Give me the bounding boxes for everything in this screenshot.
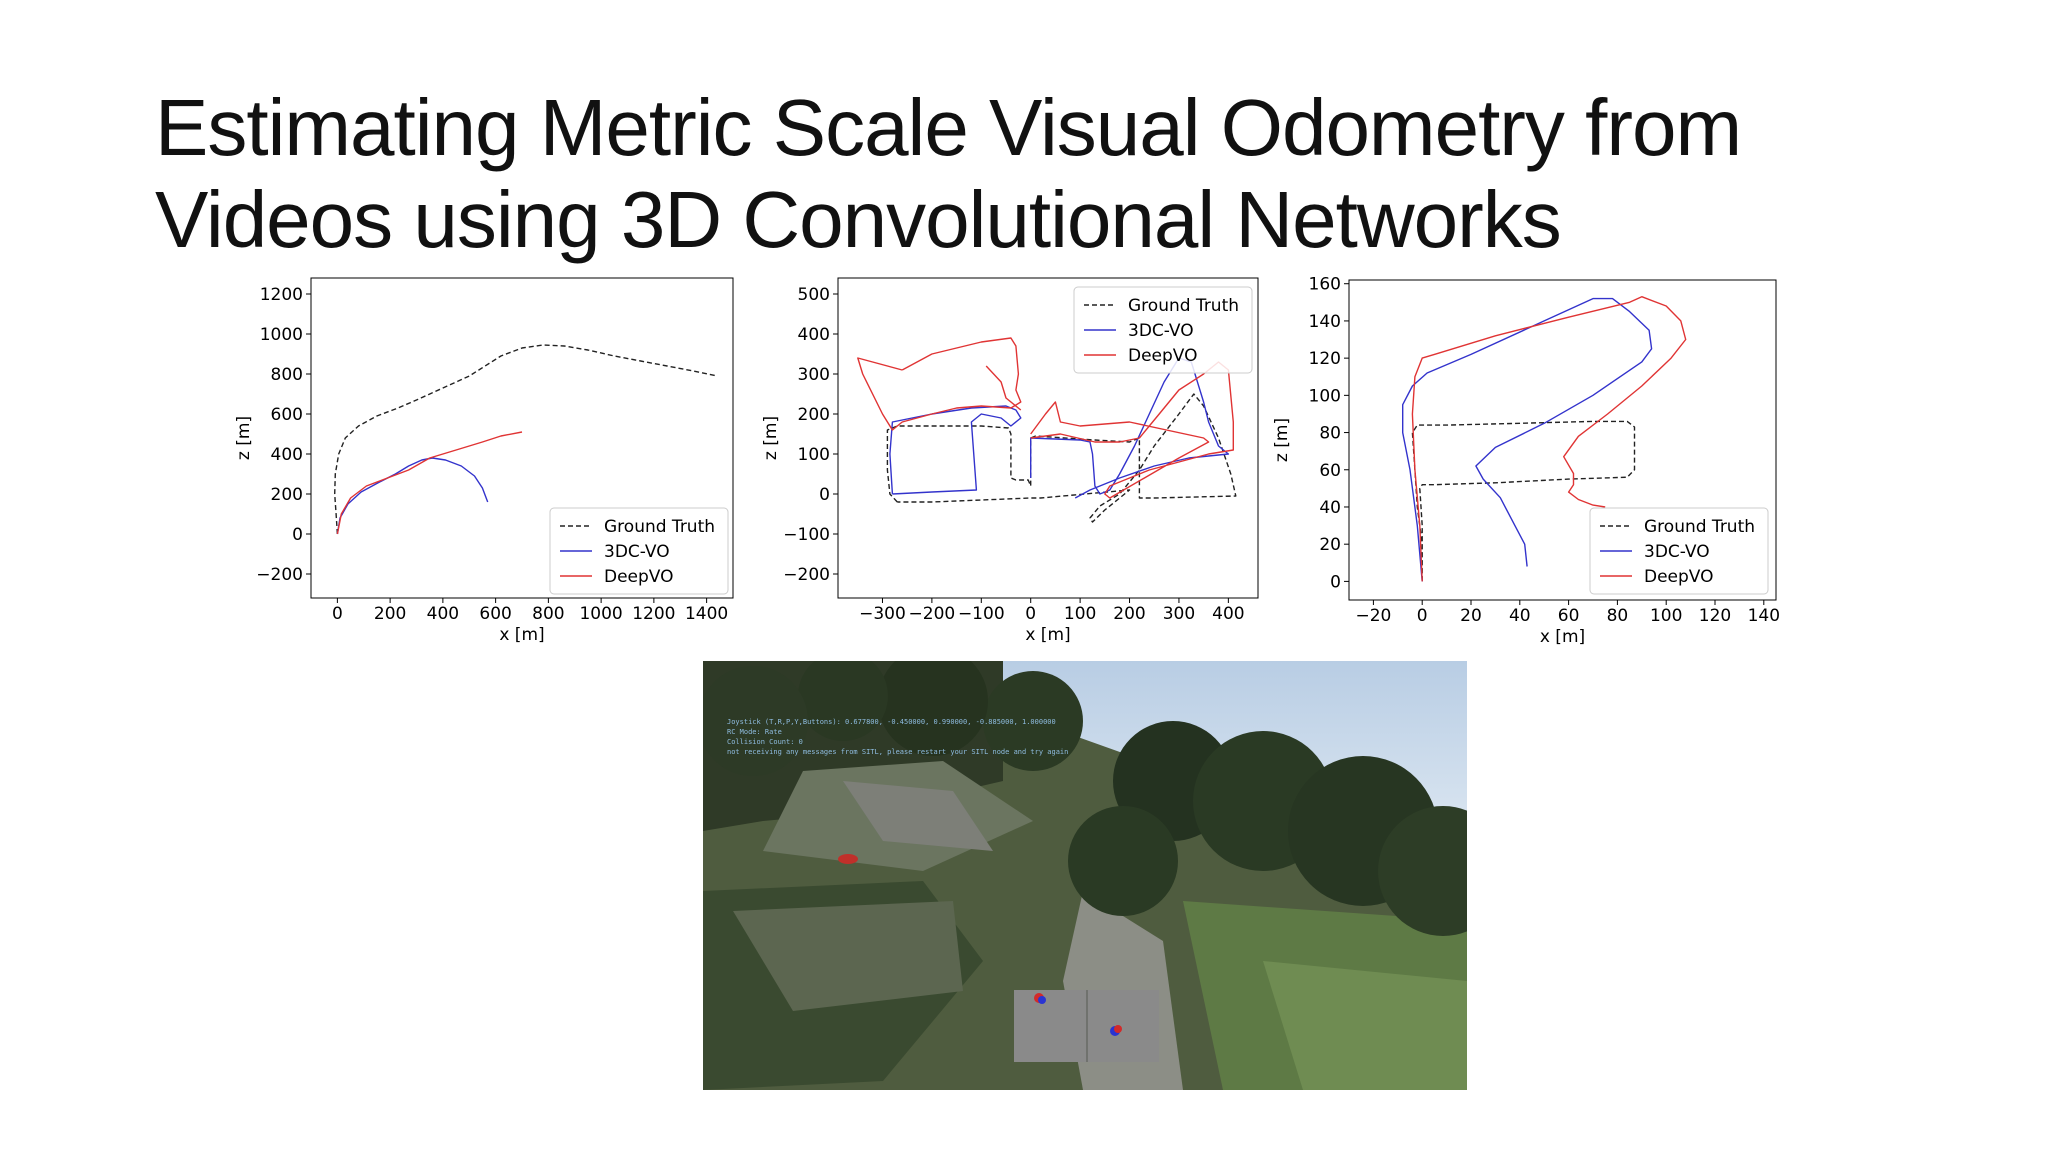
hud-line: not receiving any messages from SITL, pl… [727,748,1069,756]
x-tick-label: 400 [1212,604,1244,624]
x-tick-label: 400 [427,604,459,624]
hud-line: Joystick (T,R,P,Y,Buttons): 0.677800, -0… [727,718,1056,726]
legend-box [1073,286,1253,374]
legend-box [549,507,729,595]
y-tick-label: −100 [783,525,830,545]
x-tick-label: 0 [1025,604,1036,624]
x-tick-label: 1400 [685,604,728,624]
y-tick-label: 0 [1330,572,1341,592]
x-tick-label: 20 [1460,606,1482,626]
hud-line: RC Mode: Rate [727,728,782,736]
x-tick-label: 0 [332,604,343,624]
x-tick-label: 120 [1699,606,1731,626]
legend-label: Ground Truth [604,517,715,537]
y-tick-label: 0 [292,525,303,545]
y-tick-label: 400 [798,325,830,345]
y-tick-label: 400 [271,445,303,465]
y-tick-label: 500 [798,285,830,305]
y-tick-label: 100 [798,445,830,465]
y-tick-label: 1000 [260,325,303,345]
slide-title-line-2: Videos using 3D Convolutional Networks [155,175,1562,264]
legend-label: 3DC-VO [1128,321,1194,341]
plot-frame [837,277,1259,599]
series-line-deepvo [336,431,523,535]
x-tick-label: 40 [1509,606,1531,626]
y-tick-label: −200 [256,565,303,585]
aerial-scene-image [703,661,1467,1090]
series-line-3dc-vo [889,405,1022,495]
plot-frame [1348,279,1777,601]
y-tick-label: 140 [1309,312,1341,332]
y-tick-label: 160 [1309,275,1341,295]
x-tick-label: 0 [1417,606,1428,626]
y-tick-label: 800 [271,365,303,385]
chart-2: −300 −200 −100 0 100 200 300 400−200−1000100200… [761,277,1259,645]
x-tick-label: 60 [1558,606,1580,626]
x-tick-label: −300 [859,604,906,624]
slide-title-line-1: Estimating Metric Scale Visual Odometry … [155,83,1742,172]
chart-3: −20 0 20 40 60 80 100 120 140 0 20 40 60 80 100 120 140 1… [1272,275,1780,647]
legend-label: DeepVO [1128,346,1198,366]
x-tick-label: 800 [532,604,564,624]
series-line-3dc-vo [1029,357,1230,499]
legend-box [1589,507,1769,595]
y-tick-label: 120 [1309,349,1341,369]
x-axis-label: x [m] [1025,625,1070,645]
y-tick-label: 40 [1319,498,1341,518]
series-line-3dc-vo [1401,297,1653,582]
series-line-ground-truth [334,344,718,535]
legend-label: Ground Truth [1644,517,1755,537]
legend-label: DeepVO [604,567,674,587]
series-line-ground-truth [886,393,1237,523]
x-tick-label: −200 [909,604,956,624]
slide-title: Estimating Metric Scale Visual Odometry … [155,82,1955,266]
x-tick-label: 200 [1113,604,1145,624]
y-tick-label: −200 [783,565,830,585]
x-tick-label: 100 [1650,606,1682,626]
x-tick-label: 100 [1064,604,1096,624]
y-axis-label: z [m] [234,416,254,460]
y-axis-label: z [m] [761,416,781,460]
legend: Ground Truth 3DC-VO DeepVO [549,507,729,595]
legend: Ground Truth 3DC-VO DeepVO [1589,507,1769,595]
y-axis-label: z [m] [1272,418,1292,462]
series-line-deepvo [985,365,1022,411]
y-tick-label: 200 [271,485,303,505]
y-tick-label: 80 [1319,424,1341,444]
series-line-deepvo [1030,361,1235,499]
x-tick-label: −100 [958,604,1005,624]
simulator-frame: Joystick (T,R,P,Y,Buttons): 0.677800, -0… [703,661,1467,1090]
legend-label: 3DC-VO [604,542,670,562]
y-tick-label: 200 [798,405,830,425]
x-axis-label: x [m] [1540,627,1585,647]
legend-label: 3DC-VO [1644,542,1710,562]
x-tick-label: 80 [1607,606,1629,626]
legend-label: Ground Truth [1128,296,1239,316]
series-line-deepvo [857,337,1022,431]
y-tick-label: 20 [1319,535,1341,555]
legend-label: DeepVO [1644,567,1714,587]
x-tick-label: 600 [479,604,511,624]
y-tick-label: 300 [798,365,830,385]
y-tick-label: 0 [819,485,830,505]
x-tick-label: 200 [374,604,406,624]
plot-frame [310,277,734,599]
hud-overlay: Joystick (T,R,P,Y,Buttons): 0.677800, -0… [727,717,1068,757]
hud-line: Collision Count: 0 [727,738,803,746]
x-tick-label: 1000 [579,604,622,624]
x-axis-label: x [m] [499,625,544,645]
y-tick-label: 100 [1309,386,1341,406]
y-tick-label: 1200 [260,285,303,305]
series-line-3dc-vo [336,457,489,535]
x-tick-label: −20 [1355,606,1391,626]
x-tick-label: 300 [1163,604,1195,624]
y-tick-label: 60 [1319,461,1341,481]
legend: Ground Truth 3DC-VO DeepVO [1073,286,1253,374]
series-line-deepvo [1411,296,1687,582]
chart-1: 0 200 400 600 800 1000 1200 1400 −200 0 200 400 600 8… [234,277,734,645]
x-tick-label: 1200 [632,604,675,624]
y-tick-label: 600 [271,405,303,425]
x-tick-label: 140 [1748,606,1780,626]
